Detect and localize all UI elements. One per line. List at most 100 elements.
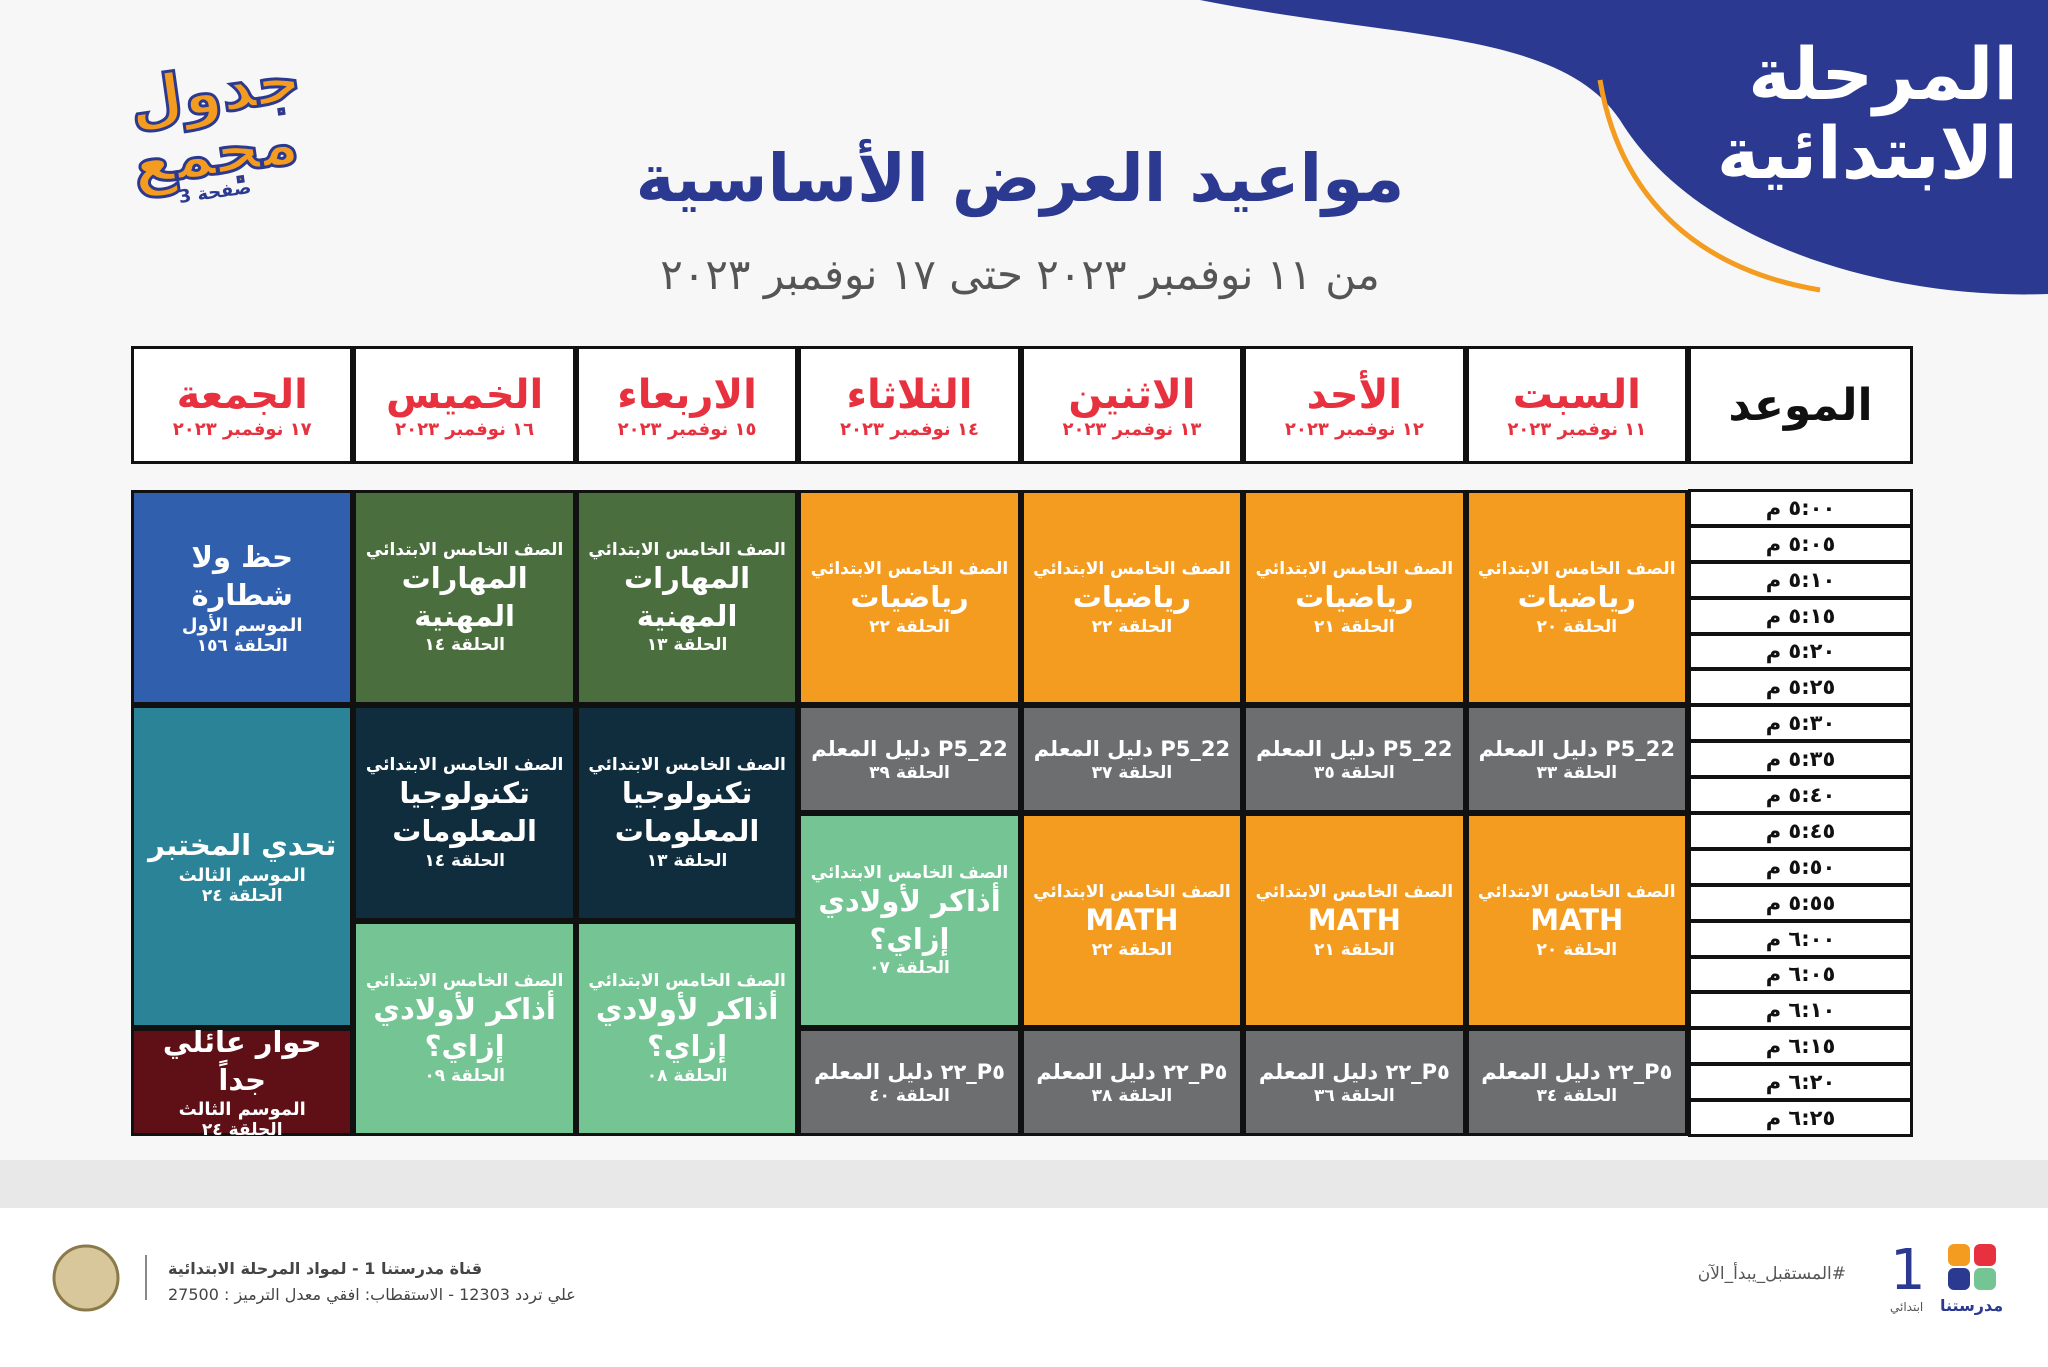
day-date: ١٧ نوفمبر ٢٠٢٣ [172,418,312,440]
episode: الحلقة ٣٥ [1314,762,1395,783]
subject: MATH [1085,902,1179,937]
footer-bg [0,1208,2048,1367]
grade: الصف الخامس الابتدائي [1478,881,1676,902]
episode: الحلقة ١٤ [424,635,505,656]
program-block: الصف الخامس الابتدائي رياضيات الحلقة ٢١ [1243,490,1466,706]
subject: أذاكر لأولادي إزاي؟ [373,991,556,1064]
day-date: ١١ نوفمبر ٢٠٢٣ [1507,418,1647,440]
day-date: ١٥ نوفمبر ٢٠٢٣ [617,418,757,440]
program-block: P5_22 دليل المعلم الحلقة ٣٧ [1020,705,1244,813]
subtitle: من ١١ نوفمبر ٢٠٢٣ حتى ١٧ نوفمبر ٢٠٢٣ [660,250,1380,299]
time-slot: ٥:٤٥ م [1688,812,1913,850]
logo-shape [1974,1244,1996,1266]
grade: الصف الخامس الابتدائي [588,539,786,560]
subject: رياضيات [850,579,969,614]
time-header: الموعد [1688,346,1913,464]
program-block: الصف الخامس الابتدائي تكنولوجيا المعلومات… [353,705,576,921]
footer-band [0,1160,2048,1208]
episode: الحلقة ١٤ [424,850,505,871]
episode: الحلقة ٣٤ [1536,1085,1618,1106]
episode: الحلقة ٣٧ [1091,762,1173,783]
subject: MATH [1307,902,1401,937]
time-slot: ٥:١٠ م [1688,560,1913,599]
day-name: الأحد [1306,371,1403,418]
logo-shape [1948,1244,1970,1266]
grade: الصف الخامس الابتدائي [1478,558,1676,579]
time-slot: ٥:٠٥ م [1688,524,1913,563]
episode: الحلقة ٢٠ [1536,939,1618,960]
program-block: P5_22 دليل المعلم الحلقة ٣٩ [798,705,1021,813]
episode: الحلقة ١٣ [646,850,728,871]
subject: P5_22 دليل المعلم [1033,736,1231,761]
subject: P٥_٢٢ دليل المعلم [813,1059,1005,1084]
program-block: الصف الخامس الابتدائي أذاكر لأولادي إزاي؟… [798,813,1021,1029]
subject: تحدي المختبر [148,828,337,863]
logo-shape [1974,1268,1996,1290]
day-name: الجمعة [176,371,308,418]
episode: الحلقة ٢٤ [201,886,283,907]
time-slot: ٥:٣٥ م [1688,740,1913,779]
stage-line: المرحلة [1748,32,2018,116]
day-header: الجمعة ١٧ نوفمبر ٢٠٢٣ [131,346,354,464]
episode: الحلقة ٢٠ [1536,616,1618,637]
program-block: الصف الخامس الابتدائي المهارات المهنية الح… [353,490,576,706]
title: مواعيد العرض الأساسية [635,140,1405,217]
day-header: الخميس ١٦ نوفمبر ٢٠٢٣ [353,346,576,464]
episode: الحلقة ٠٨ [646,1066,728,1086]
hashtag: #المستقبل_يبدأ_الآن [1697,1264,1846,1284]
day-header: الأحد ١٢ نوفمبر ٢٠٢٣ [1243,346,1466,464]
episode: الحلقة ٢١ [1314,939,1395,960]
program-block: P٥_٢٢ دليل المعلم الحلقة ٣٤ [1465,1028,1688,1136]
subject: P٥_٢٢ دليل المعلم [1481,1059,1673,1084]
program-block: P٥_٢٢ دليل المعلم الحلقة ٤٠ [798,1028,1021,1136]
subject: P5_22 دليل المعلم [811,736,1008,761]
program-block: حوار عائلي جداً الموسم الثالث الحلقة ٢٤ [131,1025,354,1140]
grade: الصف الخامس الابتدائي [588,755,786,776]
season: الموسم الثالث [178,865,306,887]
footer-info: قناة مدرستنا 1 - لمواد المرحلة الابتدائي… [168,1256,576,1307]
season: الموسم الأول [181,614,303,636]
subject: رياضيات [1517,579,1636,614]
grade: الصف الخامس الابتدائي [1033,558,1231,579]
program-block: الصف الخامس الابتدائي أذاكر لأولادي إزاي؟… [575,920,799,1136]
day-name: السبت [1512,371,1641,418]
episode: الحلقة ١٣ [646,635,728,656]
subject: رياضيات [1072,579,1192,614]
subject: تكنولوجيا المعلومات [614,776,760,848]
subject: تكنولوجيا المعلومات [392,776,537,848]
day-header: السبت ١١ نوفمبر ٢٠٢٣ [1465,346,1688,464]
day-name: الثلاثاء [846,371,973,418]
program-block: P٥_٢٢ دليل المعلم الحلقة ٣٦ [1243,1028,1466,1136]
subject: P5_22 دليل المعلم [1256,736,1453,761]
episode: الحلقة ٤٠ [869,1085,950,1106]
time-slot: ٥:٣٠ م [1688,704,1913,743]
subject: أذاكر لأولادي إزاي؟ [595,991,779,1064]
time-slot: ٥:٢٥ م [1688,668,1913,707]
episode: الحلقة ٢٤ [201,1120,283,1141]
footer-channel: قناة مدرستنا 1 - لمواد المرحلة الابتدائي… [168,1259,483,1278]
subject: P٥_٢٢ دليل المعلم [1258,1059,1450,1084]
logo-sub: ابتدائي [1890,1300,1924,1314]
time-slot: ٦:١٥ م [1688,1027,1913,1066]
program-block: P٥_٢٢ دليل المعلم الحلقة ٣٨ [1020,1028,1244,1136]
episode: الحلقة ٣٩ [869,762,950,783]
stage-arc [1597,79,1821,293]
grade: الصف الخامس الابتدائي [365,539,564,560]
program-block: الصف الخامس الابتدائي تكنولوجيا المعلومات… [575,705,799,921]
subject: P5_22 دليل المعلم [1478,736,1675,761]
subject: المهارات المهنية [401,560,528,633]
program-block: الصف الخامس الابتدائي رياضيات الحلقة ٢٢ [1020,490,1244,706]
day-date: ١٣ نوفمبر ٢٠٢٣ [1062,418,1202,440]
day-name: الخميس [386,371,544,418]
day-date: ١٢ نوفمبر ٢٠٢٣ [1284,418,1424,440]
program-block: الصف الخامس الابتدائي رياضيات الحلقة ٢٢ [798,490,1021,706]
grade: الصف الخامس الابتدائي [1255,881,1454,902]
time-slot: ٥:٤٠ م [1688,776,1913,814]
logo-text: مدرستنا [1940,1296,2004,1315]
program-block: الصف الخامس الابتدائي MATH الحلقة ٢٢ [1020,813,1244,1029]
subject: رياضيات [1295,579,1414,614]
time-slot: ٦:١٠ م [1688,991,1913,1030]
subject: المهارات المهنية [624,560,751,633]
time-slot: ٥:٥٠ م [1688,847,1913,886]
episode: الحلقة ٢١ [1314,616,1395,637]
